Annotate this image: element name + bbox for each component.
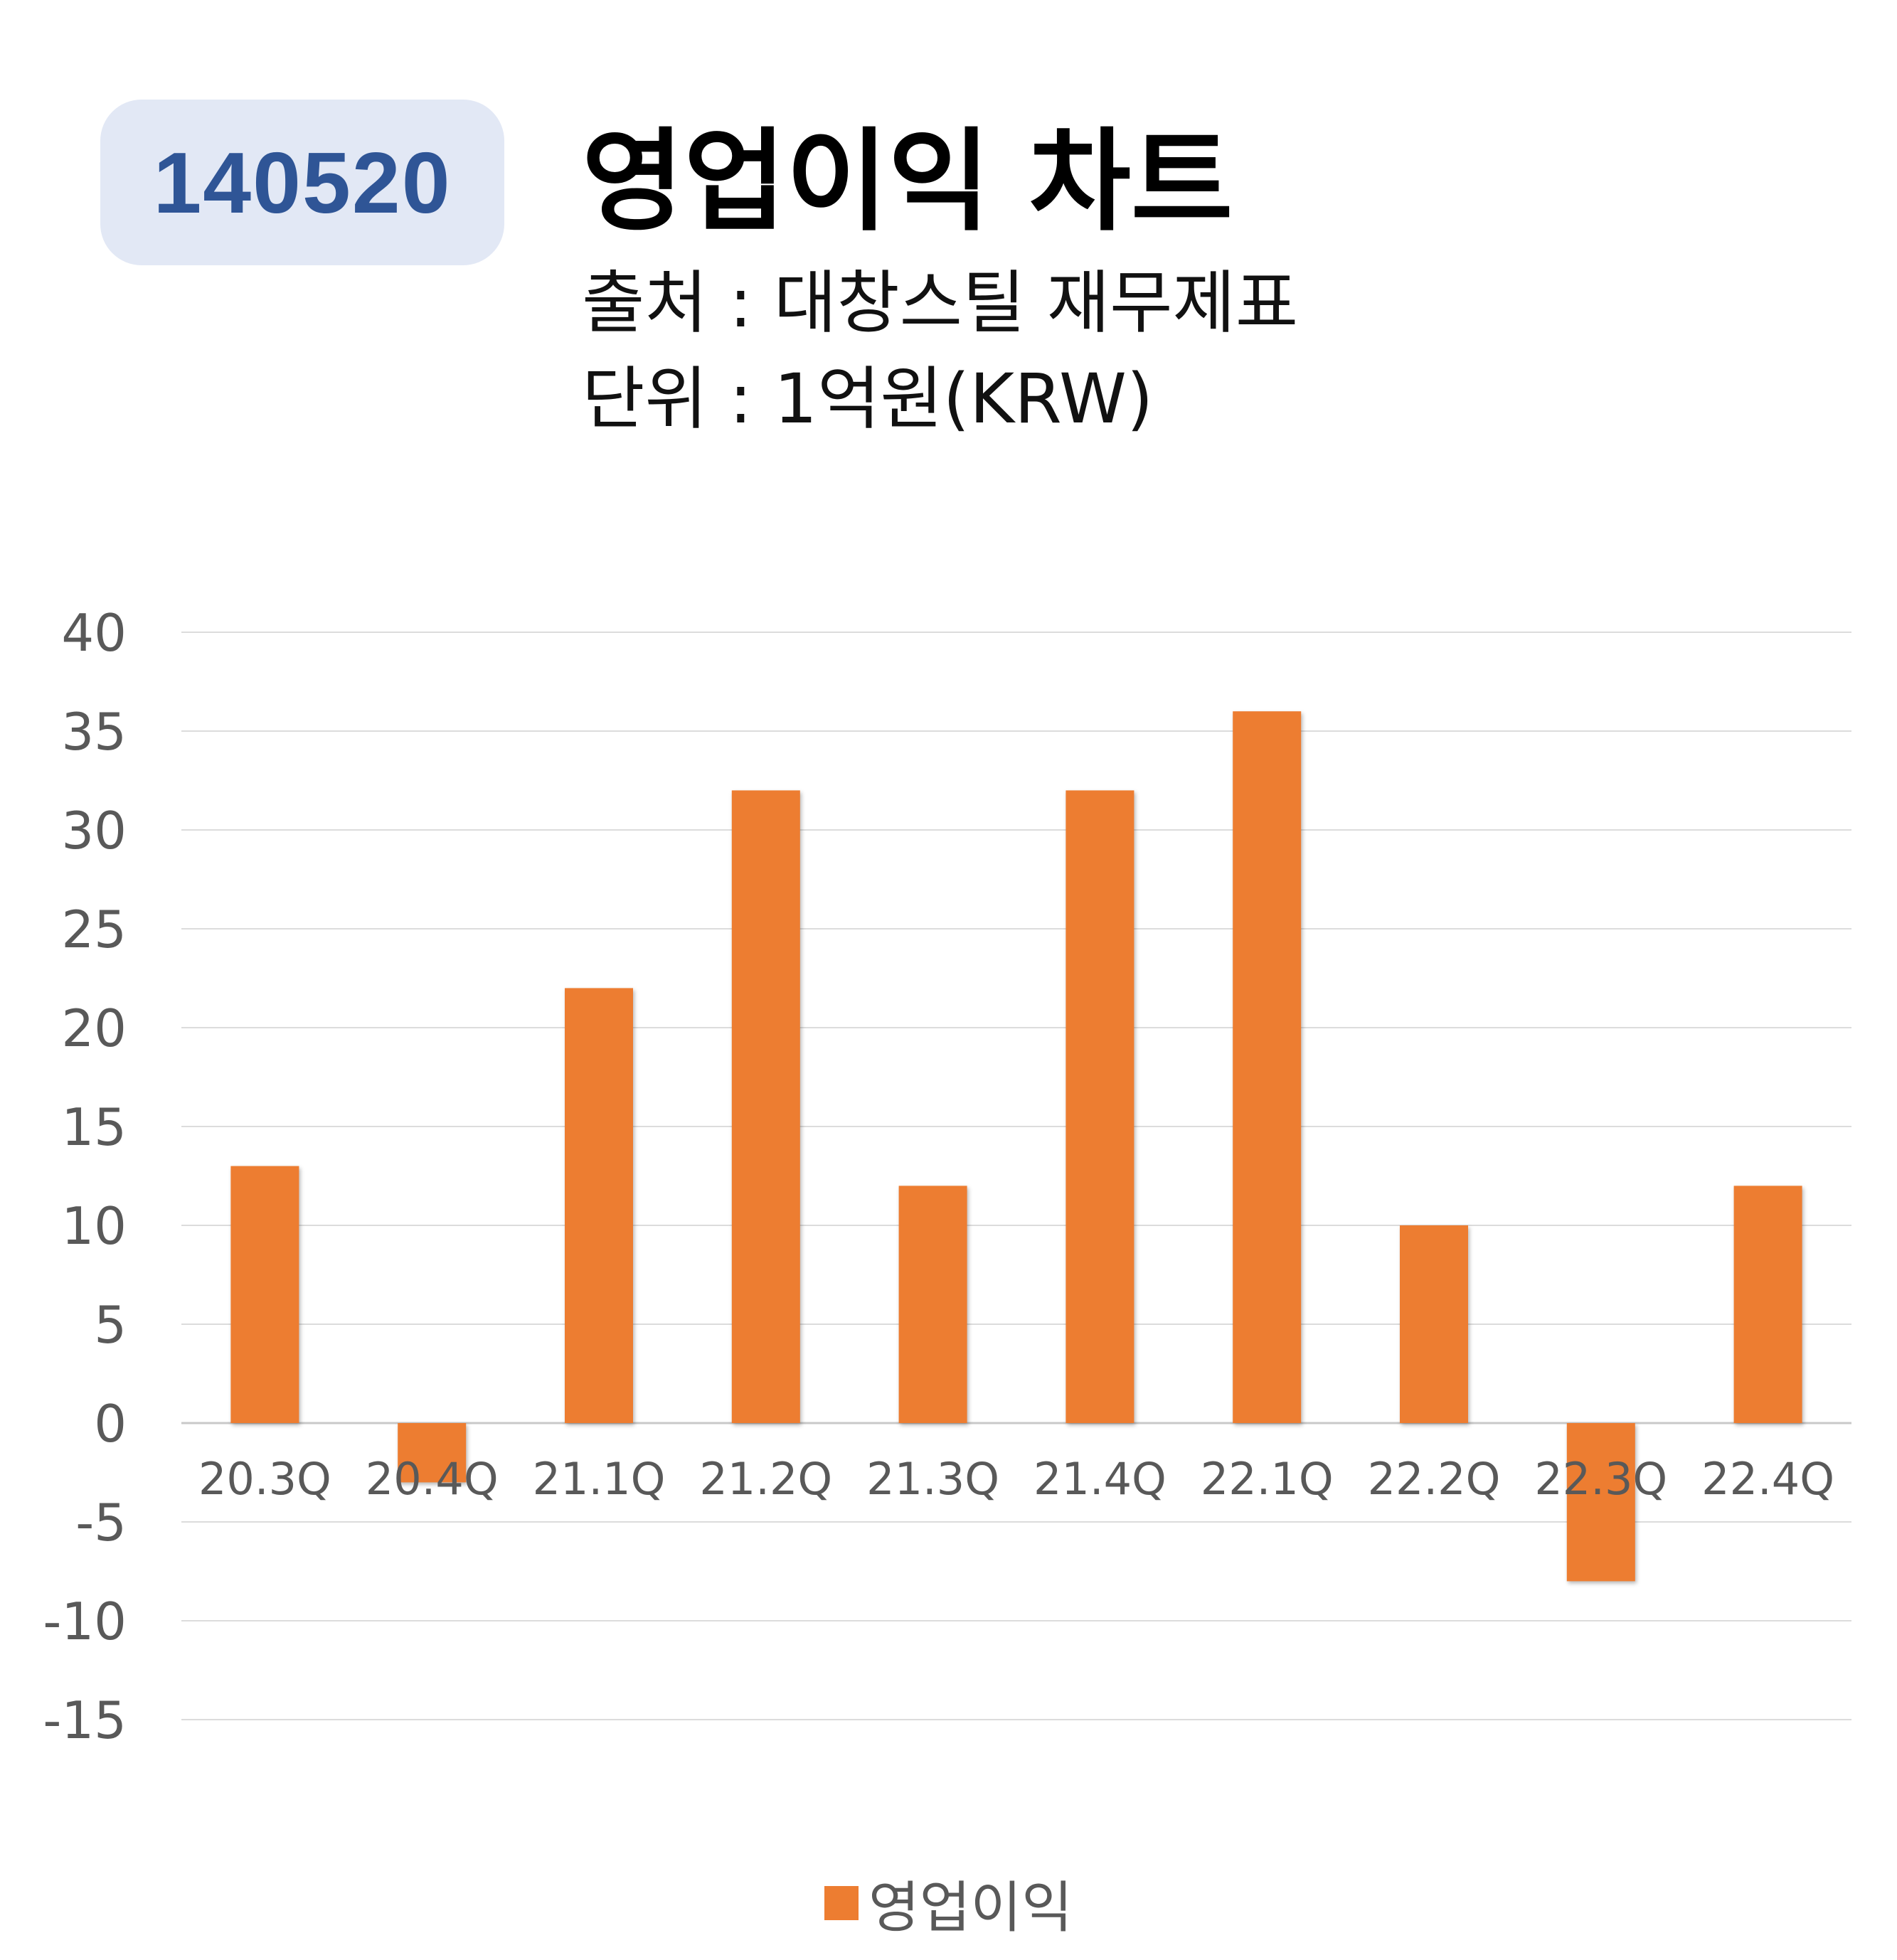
y-tick-label: 15 (61, 1097, 127, 1157)
x-tick-label: 20.3Q (198, 1453, 331, 1505)
legend-swatch (824, 1886, 859, 1920)
y-tick-label: 40 (61, 603, 127, 663)
y-tick-label: 5 (94, 1295, 127, 1355)
bar (1233, 711, 1302, 1423)
y-tick-label: 20 (61, 998, 127, 1058)
source-line: 출처 : 대창스틸 재무제표 (582, 263, 1299, 343)
x-tick-label: 21.3Q (866, 1453, 999, 1505)
chart-title: 영업이익 차트 (582, 117, 1233, 246)
y-tick-label: -15 (43, 1690, 127, 1750)
y-tick-label: 35 (61, 702, 127, 762)
x-tick-label: 21.4Q (1033, 1453, 1167, 1505)
x-tick-label: 22.3Q (1534, 1453, 1667, 1505)
x-tick-label: 22.1Q (1201, 1453, 1334, 1505)
y-tick-label: 30 (61, 801, 127, 861)
legend: 영업이익 (0, 1863, 1897, 1943)
bar (1566, 1423, 1635, 1582)
y-tick-label: -10 (43, 1592, 127, 1651)
bar (1066, 790, 1135, 1423)
y-tick-label: -5 (75, 1493, 127, 1552)
y-tick-label: 10 (61, 1196, 127, 1256)
bar (731, 790, 800, 1423)
x-tick-label: 22.2Q (1368, 1453, 1501, 1505)
bar (565, 988, 633, 1423)
x-tick-label: 22.4Q (1701, 1453, 1834, 1505)
unit-line: 단위 : 1억원(KRW) (582, 359, 1154, 439)
y-tick-label: 25 (61, 900, 127, 959)
legend-label: 영업이익 (868, 1876, 1073, 1940)
ticker-code: 140520 (153, 134, 452, 231)
x-tick-label: 20.4Q (366, 1453, 499, 1505)
x-tick-label: 21.1Q (533, 1453, 666, 1505)
y-tick-label: 0 (94, 1394, 127, 1454)
bar (898, 1186, 967, 1423)
bar (1400, 1225, 1468, 1423)
bar (230, 1166, 299, 1423)
bar (1733, 1186, 1802, 1423)
x-tick-label: 21.2Q (699, 1453, 832, 1505)
ticker-badge: 140520 (100, 100, 504, 265)
bar (398, 1423, 467, 1483)
